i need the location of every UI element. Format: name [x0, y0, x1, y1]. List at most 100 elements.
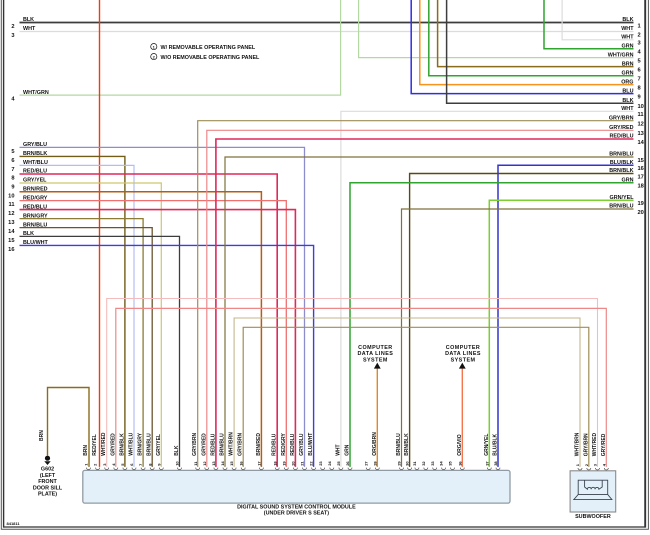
svg-text:BLU: BLU [622, 88, 633, 94]
svg-text:GRY/RED: GRY/RED [609, 125, 633, 131]
svg-text:GRY/BRN: GRY/BRN [583, 433, 589, 456]
svg-text:30: 30 [405, 461, 410, 466]
svg-text:7: 7 [11, 167, 14, 173]
svg-text:2: 2 [11, 24, 14, 30]
svg-text:COMPUTER: COMPUTER [358, 345, 392, 351]
svg-text:5: 5 [120, 463, 125, 466]
svg-text:GRY/BLU: GRY/BLU [299, 433, 305, 456]
svg-text:BRN/BLU: BRN/BLU [23, 222, 47, 228]
svg-text:RED/GRY: RED/GRY [23, 195, 48, 201]
svg-text:12: 12 [638, 122, 644, 128]
svg-text:12: 12 [8, 211, 14, 217]
svg-text:37: 37 [484, 461, 489, 466]
svg-text:1: 1 [84, 463, 89, 466]
svg-text:BRN/BLK: BRN/BLK [404, 433, 410, 456]
svg-text:BLU/WHT: BLU/WHT [308, 433, 314, 456]
svg-text:BRN/RED: BRN/RED [256, 433, 262, 456]
svg-text:WHT: WHT [621, 35, 634, 41]
svg-text:3: 3 [638, 41, 641, 47]
svg-text:4: 4 [11, 97, 15, 103]
svg-text:GRN: GRN [622, 178, 634, 184]
svg-text:36: 36 [457, 461, 462, 466]
svg-text:15: 15 [229, 461, 234, 466]
svg-text:19: 19 [281, 461, 286, 466]
svg-text:BLU/BLK: BLU/BLK [493, 433, 499, 455]
svg-text:14: 14 [220, 461, 225, 466]
svg-text:WHT/RED: WHT/RED [592, 432, 598, 456]
svg-text:BLK: BLK [622, 98, 633, 104]
svg-text:WHT/BLU: WHT/BLU [129, 432, 135, 455]
svg-text:11: 11 [193, 461, 198, 466]
svg-text:GRY/BRN: GRY/BRN [192, 433, 198, 456]
svg-text:WHT/RED: WHT/RED [101, 432, 107, 456]
svg-text:7: 7 [638, 77, 641, 83]
svg-text:GRY/RED: GRY/RED [201, 433, 207, 456]
svg-text:BRN/GRY: BRN/GRY [23, 213, 48, 219]
svg-text:13: 13 [8, 220, 14, 226]
svg-text:10: 10 [8, 193, 14, 199]
svg-text:22: 22 [309, 461, 314, 466]
svg-text:26: 26 [345, 461, 350, 466]
svg-text:16: 16 [8, 247, 14, 253]
svg-text:WHT: WHT [23, 26, 36, 32]
svg-text:23: 23 [318, 461, 323, 466]
svg-text:WHT/BRN: WHT/BRN [229, 432, 235, 456]
svg-text:GRY/YEL: GRY/YEL [156, 434, 162, 456]
svg-text:2: 2 [93, 463, 98, 466]
svg-text:6: 6 [129, 463, 134, 466]
svg-text:4: 4 [638, 50, 642, 56]
svg-text:RED/BLU: RED/BLU [23, 204, 47, 210]
svg-text:WHT/GRN: WHT/GRN [23, 90, 49, 96]
svg-text:29: 29 [397, 461, 402, 466]
svg-text:BLK: BLK [174, 445, 180, 456]
svg-text:10: 10 [638, 104, 644, 110]
svg-text:3: 3 [102, 463, 107, 466]
svg-text:14: 14 [8, 229, 15, 235]
svg-text:GRN: GRN [622, 70, 634, 76]
svg-text:COMPUTER: COMPUTER [446, 345, 480, 351]
svg-text:18: 18 [638, 184, 644, 190]
svg-text:4: 4 [601, 463, 606, 466]
svg-text:WHT/GRN: WHT/GRN [608, 52, 634, 58]
svg-text:2: 2 [638, 32, 641, 38]
svg-text:BRN/BLU: BRN/BLU [220, 433, 226, 456]
svg-text:BLU/BLK: BLU/BLK [610, 160, 634, 166]
svg-text:BRN/BLK: BRN/BLK [609, 168, 633, 174]
svg-text:20: 20 [638, 210, 644, 216]
svg-text:5: 5 [11, 149, 14, 155]
svg-text:27: 27 [363, 461, 368, 466]
svg-text:4: 4 [111, 463, 116, 466]
svg-text:GRN/YEL: GRN/YEL [484, 434, 490, 456]
svg-text:RED/BLU: RED/BLU [272, 433, 278, 456]
svg-text:G602: G602 [41, 467, 54, 473]
svg-text:WHT: WHT [621, 106, 634, 112]
svg-text:DATA LINES: DATA LINES [357, 351, 393, 357]
svg-text:(UNDER DRIVER S SEAT): (UNDER DRIVER S SEAT) [264, 511, 329, 517]
svg-text:17: 17 [257, 461, 262, 466]
svg-text:RED/BLU: RED/BLU [610, 134, 634, 140]
svg-text:9: 9 [11, 185, 14, 191]
svg-text:5: 5 [638, 58, 641, 64]
svg-text:2: 2 [153, 54, 156, 59]
svg-text:3: 3 [593, 463, 598, 466]
svg-text:WHT/BRN: WHT/BRN [575, 432, 581, 456]
svg-text:841811: 841811 [7, 521, 21, 526]
svg-text:21: 21 [300, 461, 305, 466]
svg-text:8: 8 [638, 85, 641, 91]
svg-text:16: 16 [238, 461, 243, 466]
svg-text:9: 9 [638, 94, 641, 100]
svg-text:RED/BLU: RED/BLU [290, 433, 296, 456]
svg-text:BRN/BLU: BRN/BLU [147, 433, 153, 456]
svg-text:BRN: BRN [39, 430, 45, 441]
svg-text:34: 34 [439, 461, 444, 466]
svg-text:WHT: WHT [621, 26, 634, 32]
svg-text:8: 8 [147, 463, 152, 466]
svg-text:11: 11 [8, 202, 14, 208]
svg-text:10: 10 [175, 461, 180, 466]
svg-text:2: 2 [584, 463, 589, 466]
svg-text:9: 9 [156, 463, 161, 466]
svg-text:GRY/BRN: GRY/BRN [238, 433, 244, 456]
svg-text:WHT: WHT [335, 444, 341, 455]
svg-text:GRY/YEL: GRY/YEL [23, 178, 47, 184]
svg-text:18: 18 [272, 461, 277, 466]
